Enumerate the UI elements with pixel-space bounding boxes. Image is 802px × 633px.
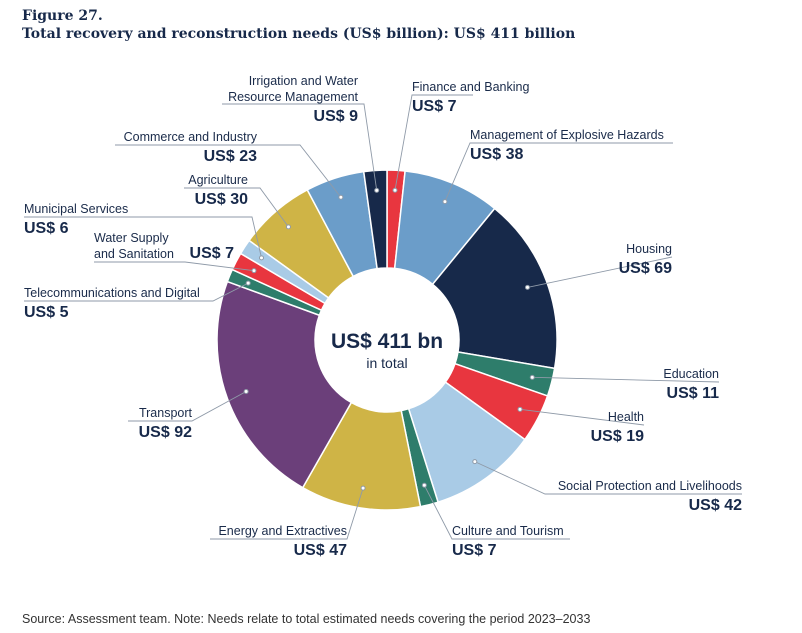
leader-dot bbox=[258, 255, 264, 261]
value-label: US$ 42 bbox=[689, 497, 742, 514]
slice-transport[interactable] bbox=[216, 280, 353, 489]
leader-line bbox=[24, 282, 249, 302]
value-label: US$ 19 bbox=[591, 428, 644, 445]
category-label: Management of Explosive Hazards bbox=[470, 128, 664, 142]
leader-dot bbox=[421, 482, 427, 488]
value-label: US$ 11 bbox=[667, 385, 720, 402]
value-label: US$ 7 bbox=[412, 98, 457, 115]
category-label: Transport bbox=[139, 406, 193, 420]
leader-line bbox=[519, 408, 645, 426]
category-label: Health bbox=[608, 410, 644, 424]
category-label: Housing bbox=[626, 242, 672, 256]
leader-dot bbox=[517, 406, 523, 412]
value-label: US$ 92 bbox=[139, 424, 192, 441]
leader-dot bbox=[529, 374, 535, 380]
leader-line bbox=[532, 376, 720, 383]
leader-line bbox=[128, 391, 247, 422]
value-label: US$ 9 bbox=[314, 108, 359, 125]
leader-line bbox=[527, 256, 673, 288]
chart-labels: Finance and Banking US$ 7 Management of Ex… bbox=[24, 74, 742, 559]
value-label: US$ 47 bbox=[294, 542, 347, 559]
leader-dot bbox=[251, 268, 257, 274]
leader-line bbox=[394, 94, 473, 191]
center-total-caption: in total bbox=[366, 355, 407, 371]
leader-line bbox=[444, 142, 673, 202]
donut-chart: Finance and Banking US$ 7 Management of Ex… bbox=[24, 74, 742, 559]
value-label: US$ 6 bbox=[24, 220, 69, 237]
category-label: Resource Management bbox=[228, 90, 358, 104]
value-label: US$ 30 bbox=[195, 191, 248, 208]
category-label: Telecommunications and Digital bbox=[24, 286, 200, 300]
figure-label: Figure 27. bbox=[22, 8, 103, 24]
category-label: Finance and Banking bbox=[412, 80, 529, 94]
leader-dot bbox=[245, 280, 251, 286]
leader-line bbox=[184, 187, 289, 228]
value-label: US$ 69 bbox=[619, 260, 672, 277]
slice-irrigation-and-water-resource-management[interactable] bbox=[362, 169, 388, 270]
figure-title: Total recovery and reconstruction needs … bbox=[22, 26, 576, 42]
category-label: Culture and Tourism bbox=[452, 524, 564, 538]
value-label: US$ 23 bbox=[204, 148, 257, 165]
category-label: and Sanitation bbox=[94, 247, 174, 261]
leader-dot bbox=[338, 194, 344, 200]
leader-dot bbox=[472, 459, 478, 465]
leader-dot bbox=[374, 187, 380, 193]
leader-dot bbox=[524, 284, 530, 290]
leader-line bbox=[115, 144, 342, 198]
category-label: Municipal Services bbox=[24, 202, 128, 216]
value-label: US$ 38 bbox=[470, 146, 523, 163]
source-note: Source: Assessment team. Note: Needs rel… bbox=[22, 612, 591, 626]
leader-dot bbox=[442, 199, 448, 205]
leader-dot bbox=[243, 389, 249, 395]
leader-line bbox=[423, 485, 570, 540]
category-label: Irrigation and Water bbox=[249, 74, 358, 88]
value-label: US$ 7 bbox=[452, 542, 497, 559]
leader-line bbox=[94, 261, 255, 272]
value-label: US$ 7 bbox=[190, 245, 235, 262]
category-label: Agriculture bbox=[188, 173, 248, 187]
leader-dot bbox=[285, 224, 291, 230]
chart-leader-lines bbox=[24, 94, 742, 540]
leader-line bbox=[24, 216, 262, 258]
leader-dot bbox=[360, 485, 366, 491]
leader-line bbox=[210, 487, 364, 540]
center-total-value: US$ 411 bn bbox=[331, 330, 443, 353]
value-label: US$ 5 bbox=[24, 304, 69, 321]
category-label: Energy and Extractives bbox=[218, 524, 347, 538]
category-label: Education bbox=[663, 367, 719, 381]
chart-slices bbox=[216, 169, 558, 511]
leader-line bbox=[222, 103, 378, 191]
category-label: Social Protection and Livelihoods bbox=[558, 479, 742, 493]
category-label: Commerce and Industry bbox=[124, 130, 258, 144]
slice-housing[interactable] bbox=[431, 207, 558, 370]
leader-line bbox=[474, 461, 742, 495]
category-label: Water Supply bbox=[94, 231, 169, 245]
leader-dot bbox=[392, 187, 398, 193]
